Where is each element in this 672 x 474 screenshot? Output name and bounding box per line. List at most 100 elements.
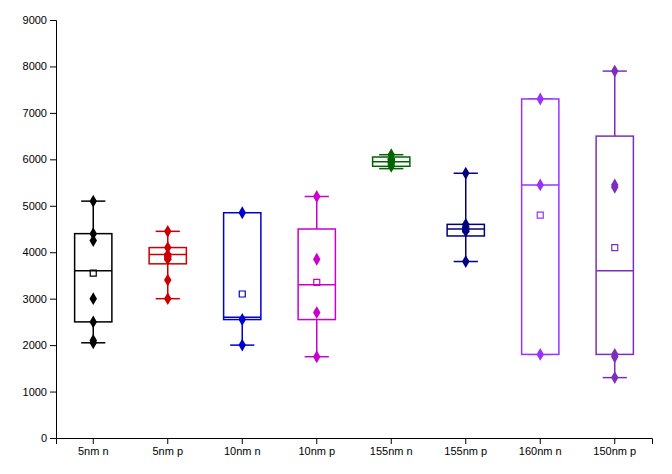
x-tick-label: 5nm p [152, 445, 183, 457]
median [596, 270, 633, 272]
y-tick-label: 9000 [23, 14, 47, 26]
x-tick: 10nm n [224, 438, 261, 457]
x-tick-mark [242, 438, 243, 444]
y-tick-label: 3000 [23, 293, 47, 305]
box [522, 99, 559, 354]
data-point [164, 292, 171, 305]
y-tick-mark [50, 159, 56, 160]
mean-marker [537, 212, 543, 218]
whisker-upper [614, 71, 616, 136]
data-point [462, 167, 469, 180]
data-point [611, 65, 618, 78]
box-group [75, 195, 112, 350]
data-point [90, 195, 97, 208]
x-tick-mark [167, 438, 168, 444]
box-group [149, 225, 186, 305]
y-tick: 6000 [23, 153, 56, 165]
box-group [447, 167, 484, 268]
data-point [239, 206, 246, 219]
mean-marker [239, 291, 245, 297]
data-point [611, 371, 618, 384]
y-tick-mark [50, 113, 56, 114]
x-tick: 155nm p [444, 438, 487, 457]
box-group [522, 93, 559, 361]
data-point [611, 350, 618, 363]
x-tick-label: 155nm n [370, 445, 413, 457]
x-tick-mark [316, 438, 317, 444]
x-tick-mark [614, 438, 615, 444]
y-tick-mark [50, 20, 56, 21]
y-tick-mark [50, 66, 56, 67]
x-tick: 160nm n [519, 438, 562, 457]
x-axis-line [57, 439, 653, 445]
box [75, 234, 112, 322]
y-tick: 7000 [23, 107, 56, 119]
data-point [611, 181, 618, 194]
y-tick-label: 5000 [23, 200, 47, 212]
y-tick: 0 [41, 432, 56, 444]
box [596, 136, 633, 354]
x-tick-mark [391, 438, 392, 444]
data-point [462, 255, 469, 268]
data-point [313, 190, 320, 203]
y-tick-label: 8000 [23, 60, 47, 72]
mean-marker [612, 245, 618, 251]
x-tick: 5nm p [152, 438, 183, 457]
y-tick: 3000 [23, 293, 56, 305]
data-point [239, 313, 246, 326]
y-tick-mark [50, 252, 56, 253]
y-axis: 0 1000 2000 3000 4000 5000 6000 7000 8000 9000 [23, 14, 57, 444]
data-point [313, 253, 320, 266]
x-tick-label: 10nm p [298, 445, 335, 457]
mean-marker [90, 270, 96, 276]
box [298, 229, 335, 320]
y-tick-label: 1000 [23, 386, 47, 398]
box-group [224, 206, 261, 351]
data-point [313, 350, 320, 363]
y-tick-mark [50, 299, 56, 300]
mean-marker [314, 279, 320, 285]
x-tick: 150nm p [593, 438, 636, 457]
x-tick: 155nm n [370, 438, 413, 457]
y-tick-label: 7000 [23, 107, 47, 119]
x-tick-mark [465, 438, 466, 444]
box-group [596, 65, 633, 384]
y-tick-mark [50, 206, 56, 207]
y-axis-line [50, 21, 57, 439]
data-point [537, 178, 544, 191]
x-tick-label: 155nm p [444, 445, 487, 457]
y-tick-label: 2000 [23, 339, 47, 351]
data-point [164, 253, 171, 266]
data-point [164, 274, 171, 287]
x-tick-label: 160nm n [519, 445, 562, 457]
x-tick-mark [540, 438, 541, 444]
y-tick-label: 0 [41, 432, 47, 444]
box [224, 213, 261, 320]
y-tick: 8000 [23, 60, 56, 72]
data-point [537, 348, 544, 361]
data-point [313, 306, 320, 319]
y-tick: 2000 [23, 339, 56, 351]
y-tick: 5000 [23, 200, 56, 212]
box-group [298, 190, 335, 363]
x-tick: 5nm n [78, 438, 109, 457]
y-tick: 4000 [23, 246, 56, 258]
y-tick-mark [50, 438, 56, 439]
y-tick-label: 6000 [23, 153, 47, 165]
y-tick: 9000 [23, 14, 56, 26]
chart: 0 1000 2000 3000 4000 5000 6000 7000 8000 9000 5nm… [0, 0, 672, 474]
x-axis: 5nm n 5nm p 10nm n 10nm p 155nm n 155nm p 160n… [57, 438, 653, 457]
x-tick: 10nm p [298, 438, 335, 457]
data-point [462, 225, 469, 238]
data-point [90, 234, 97, 247]
y-tick-mark [50, 392, 56, 393]
data-point [239, 339, 246, 352]
y-tick-mark [50, 345, 56, 346]
data-point [537, 93, 544, 106]
marks [75, 65, 634, 384]
x-tick-mark [93, 438, 94, 444]
whisker-upper [465, 173, 467, 224]
plot-area: 0 1000 2000 3000 4000 5000 6000 7000 8000 9000 5nm… [23, 14, 653, 457]
x-tick-label: 150nm p [593, 445, 636, 457]
x-tick-label: 5nm n [78, 445, 109, 457]
